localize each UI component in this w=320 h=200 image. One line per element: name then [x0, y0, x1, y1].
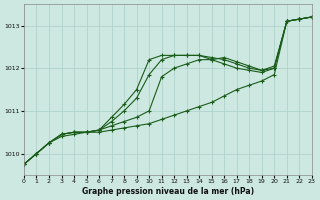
X-axis label: Graphe pression niveau de la mer (hPa): Graphe pression niveau de la mer (hPa)	[82, 187, 254, 196]
